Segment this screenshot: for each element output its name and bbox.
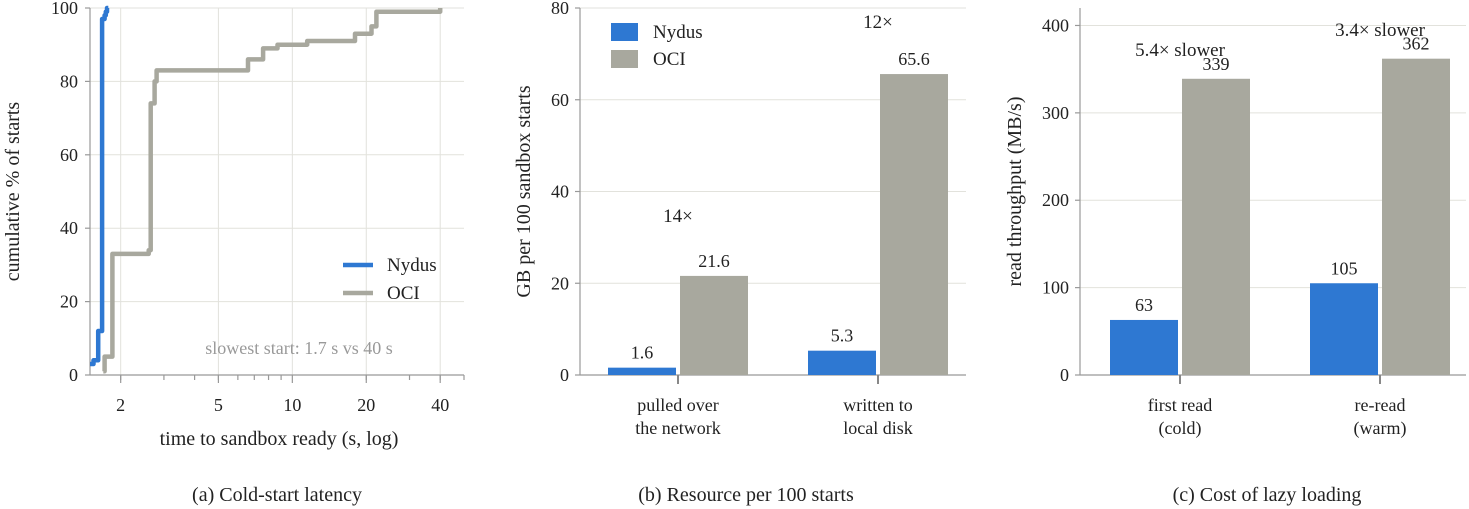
category-label: re-read: [1355, 395, 1406, 415]
y-tick-label: 100: [1042, 278, 1069, 298]
legend-swatch-oci: [611, 50, 638, 68]
category-label: (cold): [1159, 418, 1202, 439]
bar-nydus: [1110, 319, 1178, 375]
y-tick-label: 100: [51, 0, 78, 18]
x-tick-label: 20: [357, 395, 375, 415]
x-axis-label: time to sandbox ready (s, log): [160, 428, 399, 450]
y-tick-label: 200: [1042, 190, 1069, 210]
panel-c-cost-of-lazy-loading: 0 100 200 300 400 read throughput (MB/s) first…: [1004, 8, 1466, 506]
y-axis-label: GB per 100 sandbox starts: [513, 85, 535, 297]
series-line-oci: [102, 8, 443, 374]
category-label: the network: [635, 418, 720, 438]
y-tick-label: 40: [551, 182, 569, 202]
bar-value-label: 63: [1135, 295, 1153, 315]
legend-label-nydus: Nydus: [653, 22, 703, 43]
bar-value-label: 1.6: [631, 343, 654, 363]
x-tick-label: 10: [283, 395, 301, 415]
panel-b-resource-per-100-starts: 0 20 40 60 80 GB per 100 sandbox starts pulled…: [513, 0, 966, 506]
bar-nydus: [1310, 283, 1378, 375]
y-tick-label: 0: [1060, 365, 1069, 385]
bar-nydus: [808, 350, 876, 375]
y-tick-label: 0: [69, 365, 78, 385]
y-tick-label: 0: [560, 365, 569, 385]
bar-value-label: 5.3: [831, 326, 854, 346]
bar-oci: [880, 74, 948, 375]
group-annotation: 14×: [663, 206, 693, 227]
y-tick-label: 60: [60, 145, 78, 165]
group-annotation: 12×: [863, 12, 893, 33]
bar-value-label: 105: [1331, 258, 1358, 278]
y-tick-label: 80: [551, 0, 569, 18]
x-tick-label: 40: [431, 395, 449, 415]
legend-label-nydus: Nydus: [387, 255, 437, 276]
y-tick-label: 300: [1042, 103, 1069, 123]
bar-oci: [1382, 58, 1450, 375]
y-tick-label: 40: [60, 218, 78, 238]
panel-a-cold-start-latency: 0 20 40 60 80 100 2 5 10 20 40 time to sandbox read…: [2, 0, 465, 506]
y-tick-label: 60: [551, 90, 569, 110]
legend-swatch-nydus: [611, 23, 638, 41]
bar-oci: [1182, 78, 1250, 376]
bar-value-label: 362: [1403, 34, 1430, 54]
category-label: written to: [843, 395, 913, 415]
y-tick-label: 400: [1042, 15, 1069, 35]
category-label: (warm): [1354, 418, 1407, 439]
y-tick-label: 20: [60, 292, 78, 312]
caption-a: (a) Cold-start latency: [192, 484, 362, 506]
group-annotation: 5.4× slower: [1135, 40, 1226, 61]
caption: (b) Resource per 100 starts: [638, 484, 854, 506]
bar-value-label: 65.6: [898, 49, 930, 69]
y-tick-label: 80: [60, 71, 78, 91]
bar-nydus: [608, 367, 676, 375]
bar-value-label: 21.6: [698, 251, 730, 271]
category-label: local disk: [843, 418, 913, 438]
x-tick-label: 2: [116, 395, 125, 415]
slowest-start-note: slowest start: 1.7 s vs 40 s: [205, 338, 393, 358]
y-axis-label: read throughput (MB/s): [1004, 97, 1026, 287]
caption: (c) Cost of lazy loading: [1173, 484, 1362, 506]
bar-value-label: 339: [1203, 54, 1230, 74]
y-axis-label: cumulative % of starts: [2, 102, 24, 282]
legend-label-oci: OCI: [653, 49, 686, 70]
group-annotation: 3.4× slower: [1335, 20, 1426, 41]
category-label: pulled over: [637, 395, 718, 415]
bar-oci: [680, 275, 748, 375]
x-tick-label: 5: [214, 395, 223, 415]
y-tick-label: 20: [551, 273, 569, 293]
category-label: first read: [1148, 395, 1212, 415]
legend-label-oci: OCI: [387, 283, 420, 304]
series-line-nydus: [89, 5, 110, 367]
